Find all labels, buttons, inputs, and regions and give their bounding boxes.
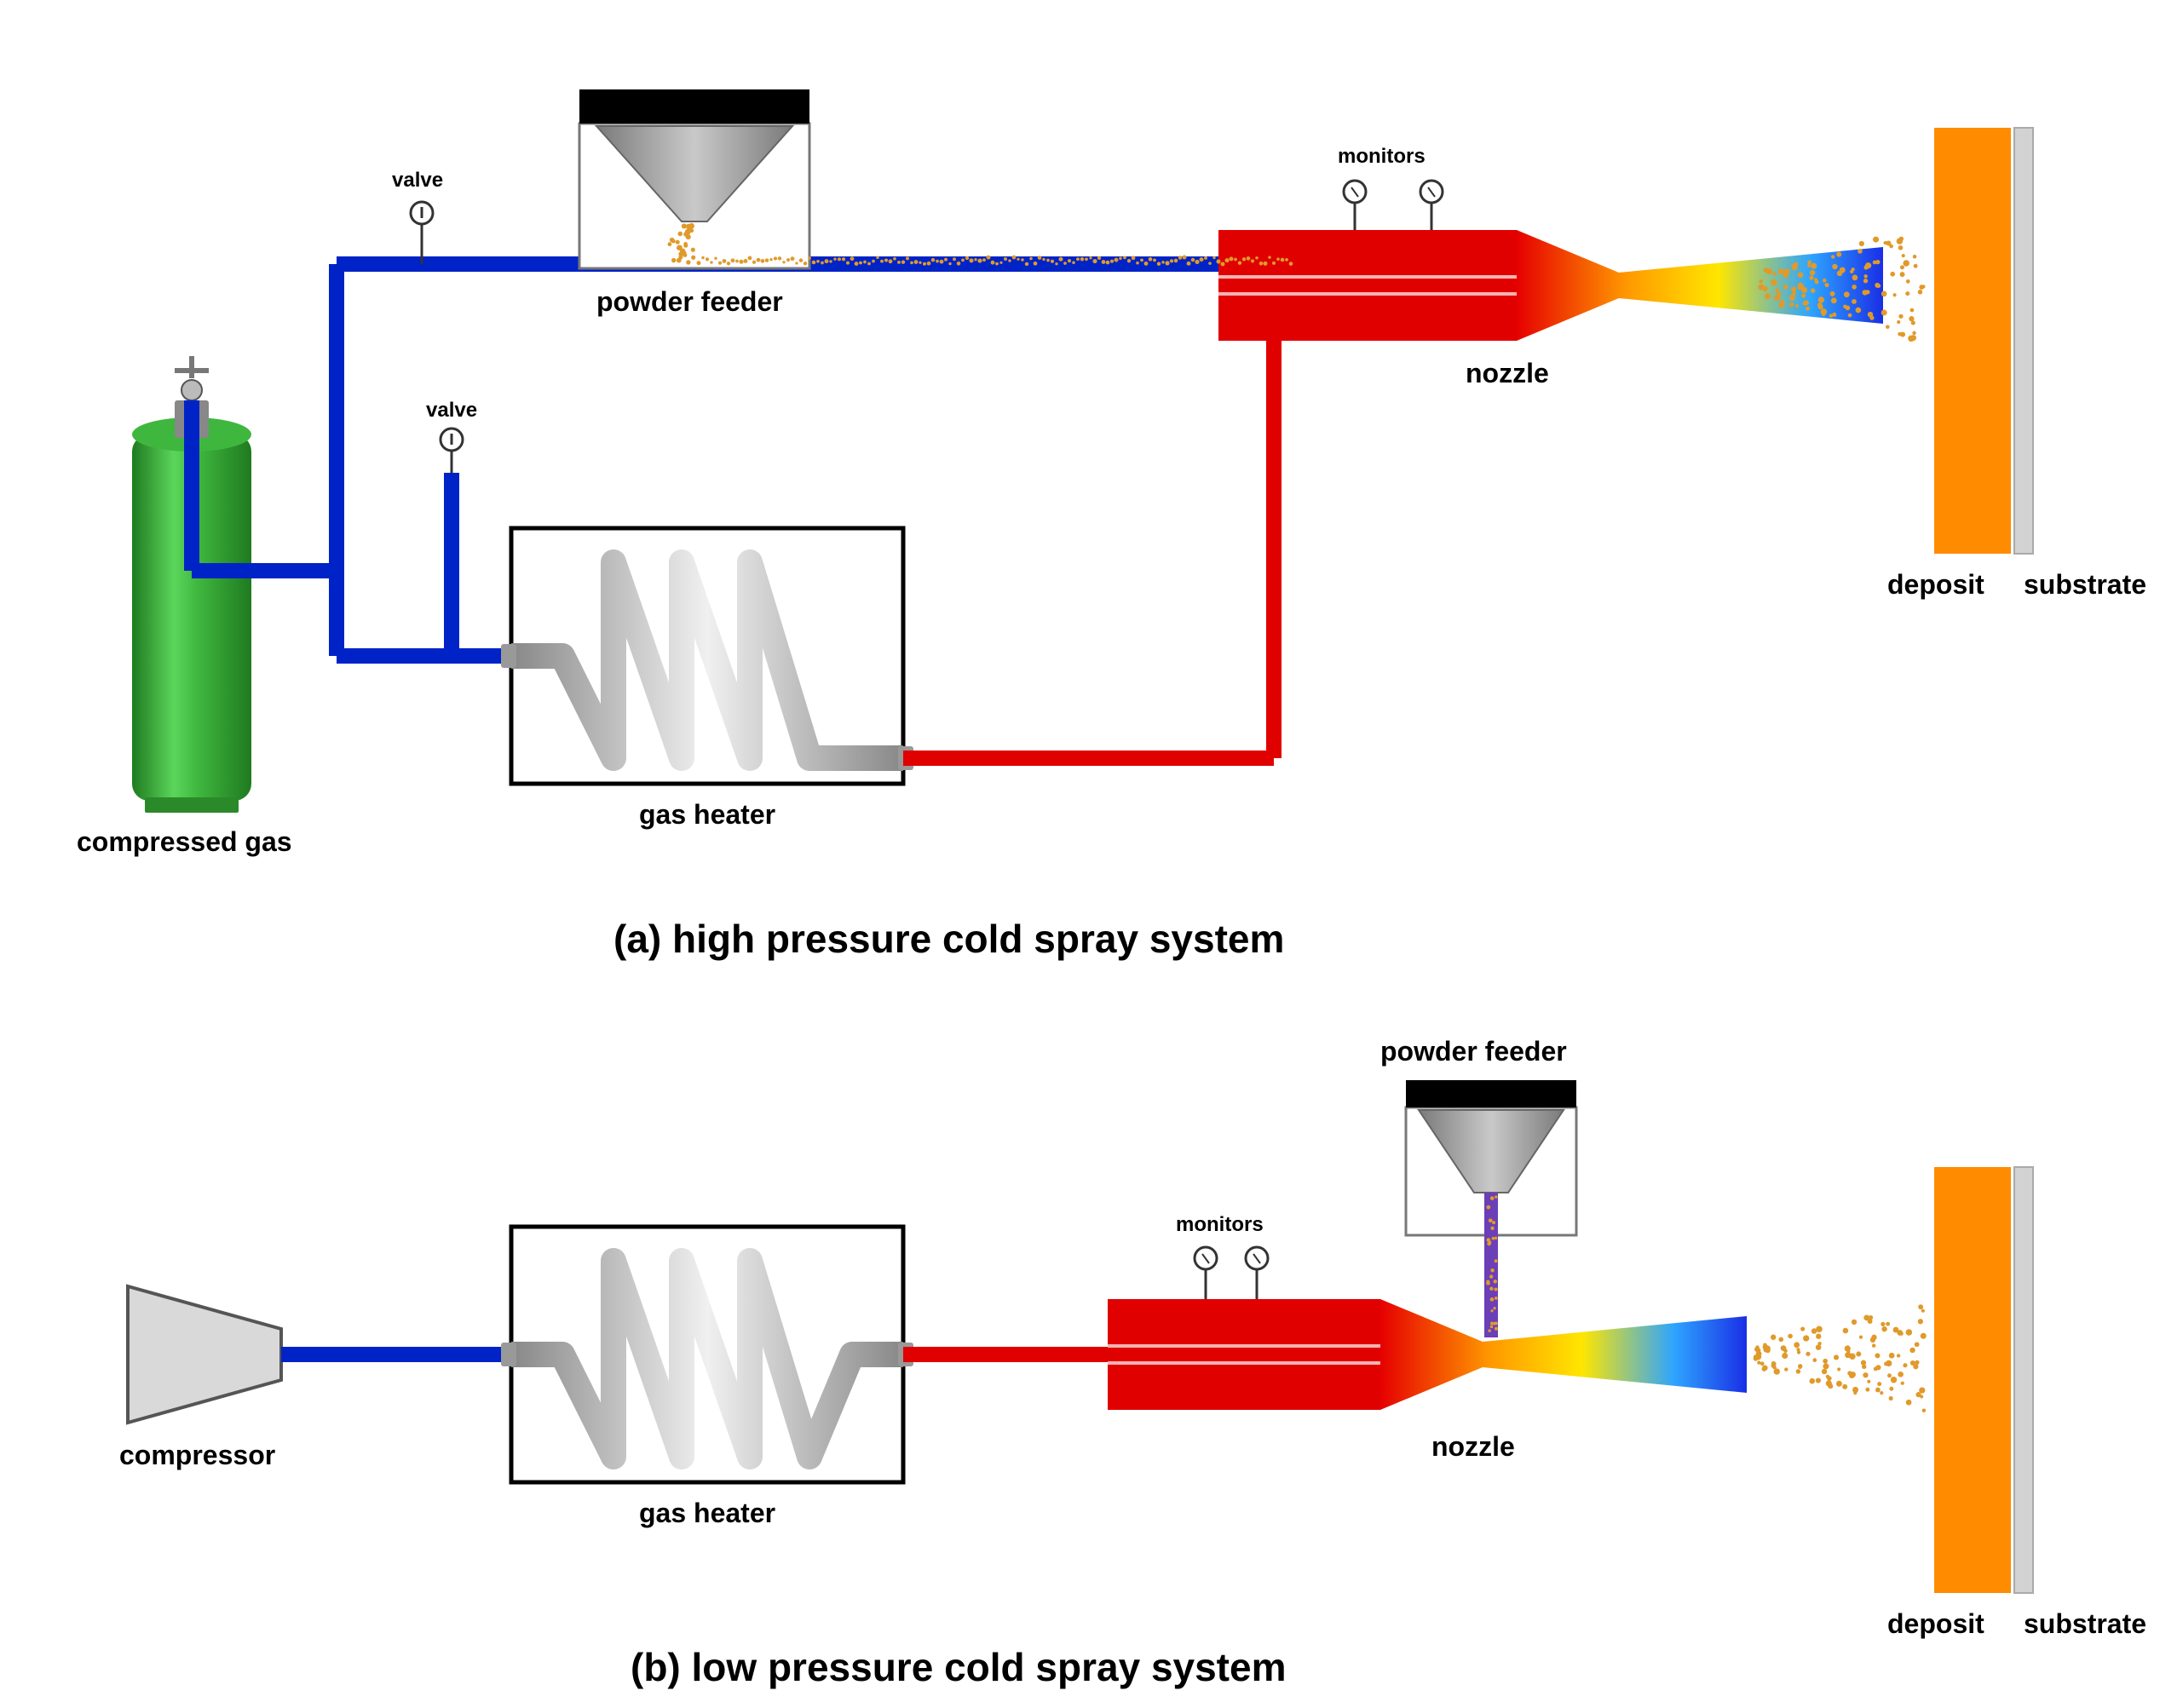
label-powder-feeder-b: powder feeder: [1380, 1036, 1567, 1067]
label-gas-heater-b: gas heater: [639, 1498, 775, 1529]
monitors-a: [1344, 181, 1443, 230]
diagram-svg: [0, 0, 2183, 1708]
label-valve-a1: valve: [392, 169, 443, 193]
caption-b: (b) low pressure cold spray system: [631, 1644, 1287, 1690]
label-powder-feeder-a: powder feeder: [596, 286, 783, 318]
spray-b: [1754, 1304, 1927, 1412]
label-compressor: compressor: [119, 1440, 275, 1471]
label-deposit-b: deposit: [1887, 1608, 1984, 1640]
label-substrate-b: substrate: [2024, 1608, 2146, 1640]
gas-heater-b: [501, 1227, 913, 1482]
label-deposit-a: deposit: [1887, 569, 1984, 601]
label-gas-heater-a: gas heater: [639, 799, 775, 831]
label-valve-a2: valve: [426, 399, 477, 423]
powder-feeder-b: [1406, 1080, 1576, 1337]
powder-feeder-a: [579, 89, 809, 268]
label-substrate-a: substrate: [2024, 569, 2146, 601]
label-compressed-gas: compressed gas: [77, 826, 292, 858]
gas-heater-a: [501, 528, 913, 784]
deposit-substrate-b: [1934, 1167, 2033, 1593]
monitors-b: [1195, 1247, 1268, 1299]
red-line-a: [903, 341, 1274, 758]
valve-a1: [411, 202, 433, 264]
diagram-root: compressed gas valve valve powder feeder…: [0, 0, 2183, 1708]
deposit-substrate-a: [1934, 128, 2033, 554]
panel-b: [128, 1080, 2033, 1593]
nozzle-a: [1218, 230, 1883, 341]
panel-a: [132, 89, 2033, 813]
compressor: [128, 1286, 281, 1423]
label-nozzle-a: nozzle: [1466, 358, 1549, 389]
label-nozzle-b: nozzle: [1431, 1431, 1515, 1463]
label-monitors-a: monitors: [1338, 145, 1426, 169]
valve-a2: [441, 428, 463, 656]
label-monitors-b: monitors: [1176, 1213, 1264, 1237]
nozzle-b: [1108, 1299, 1747, 1410]
caption-a: (a) high pressure cold spray system: [613, 916, 1284, 962]
